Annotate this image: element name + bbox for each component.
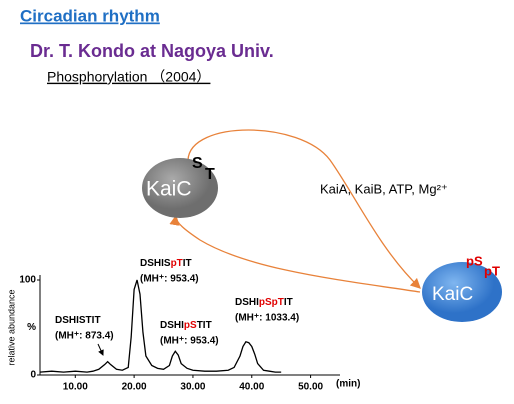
author: Dr. T. Kondo at Nagoya Univ. (30, 41, 274, 61)
peak-label-part: pT (171, 258, 183, 269)
peak-label-part: pS (184, 320, 197, 331)
arrow (169, 214, 421, 293)
peak-label: DSHISpTIT (140, 258, 192, 269)
peak-label-part: TIT (197, 320, 212, 331)
peak-label-part: DSHI (160, 320, 184, 331)
y-axis-title: relative abundance (6, 289, 16, 365)
peak-label: DSHISTIT (55, 315, 101, 326)
peak-label: DSHIpSpTIT (235, 297, 293, 308)
node-sup: S (192, 155, 203, 172)
kaic-node (142, 158, 218, 218)
peak-label-part: DSHI (235, 297, 259, 308)
pointer (97, 343, 104, 356)
kaic-phos-node (422, 262, 502, 322)
x-tick-label: 20.00 (122, 382, 147, 393)
y-tick-label: 100 (19, 275, 36, 286)
peak-mass: (MH⁺: 953.4) (140, 274, 199, 285)
arrow (187, 129, 421, 289)
trace (39, 279, 282, 373)
x-tick-label: 40.00 (239, 382, 264, 393)
peak-label-part: DSHIS (140, 258, 171, 269)
peak-label-part: IT (183, 258, 192, 269)
topic: Phosphorylation （2004） (47, 69, 210, 85)
peak-label-part: DSHISTIT (55, 315, 101, 326)
x-unit: (min) (336, 379, 360, 390)
node-sup: pT (484, 263, 500, 278)
y-unit: % (27, 322, 36, 333)
peak-label-part: IT (284, 297, 293, 308)
node-label: KaiC (432, 284, 473, 305)
peak-mass: (MH⁺: 1033.4) (235, 313, 299, 324)
chromatogram: 0 100% relative abundance 10.00 20.00 30.00 40… (6, 258, 360, 393)
peak-label: DSHIpSTIT (160, 320, 212, 331)
node-label: KaiC (146, 178, 192, 201)
node-sup: pS (466, 253, 483, 268)
peak-mass: (MH⁺: 873.4) (55, 331, 114, 342)
x-tick-label: 10.00 (63, 382, 88, 393)
y-tick-label: 0 (30, 370, 36, 381)
x-tick-label: 50.00 (298, 382, 323, 393)
x-tick-label: 30.00 (180, 382, 205, 393)
condition: KaiA, KaiB, ATP, Mg²⁺ (320, 181, 448, 196)
node-sub: T (205, 166, 215, 183)
slide-title: Circadian rhythm (20, 6, 160, 25)
peak-mass: (MH⁺: 953.4) (160, 336, 219, 347)
peak-label-part: pSpT (259, 297, 284, 308)
